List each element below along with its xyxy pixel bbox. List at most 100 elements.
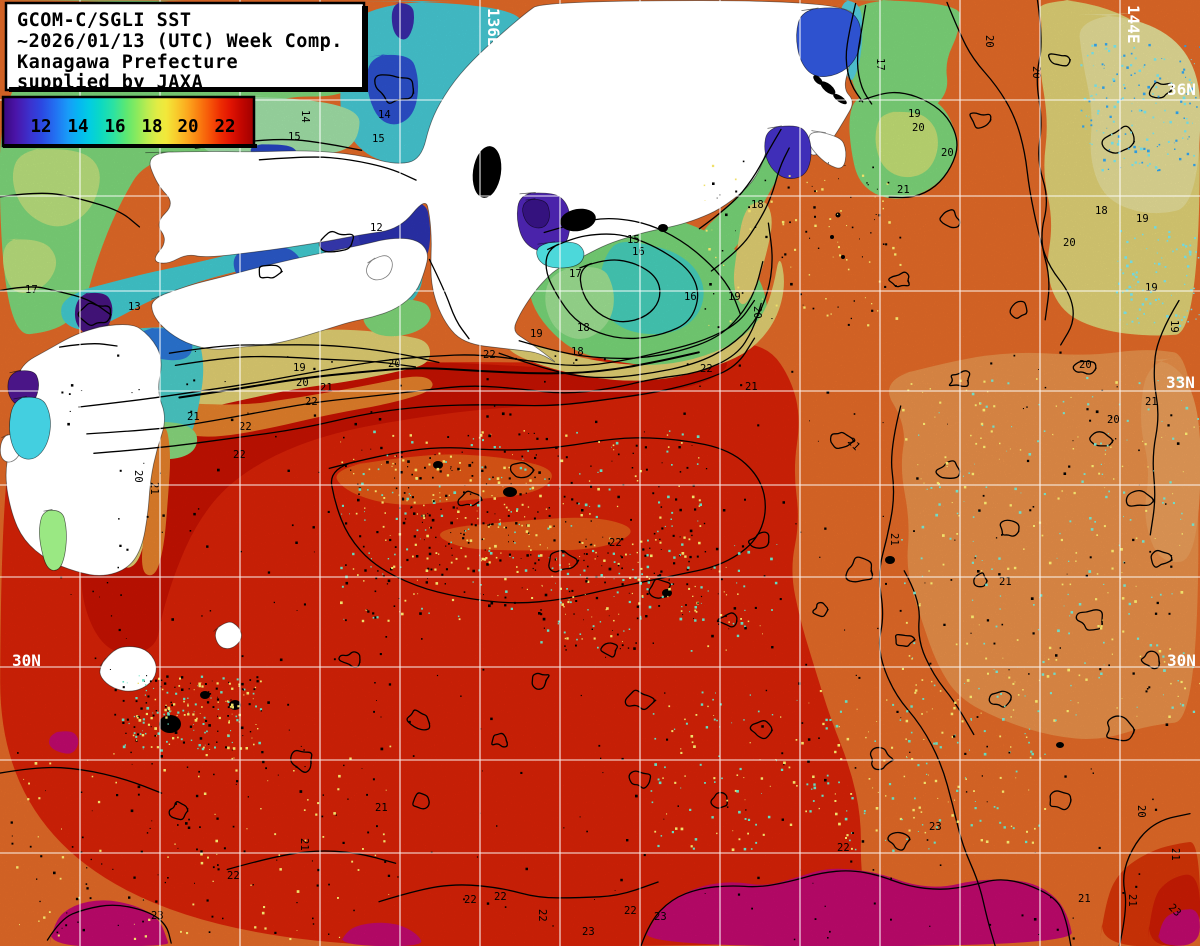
speckle — [485, 483, 488, 485]
speckle — [682, 614, 684, 616]
speckle — [993, 806, 996, 808]
speckle — [1122, 272, 1125, 275]
speckle — [155, 900, 158, 903]
speckle — [999, 595, 1002, 597]
speckle — [97, 800, 101, 804]
speckle — [901, 667, 904, 670]
speckle — [1002, 718, 1005, 721]
speckle — [459, 462, 461, 464]
speckle — [720, 614, 723, 617]
speckle — [1123, 157, 1125, 159]
speckle — [238, 685, 240, 687]
speckle — [467, 434, 470, 437]
speckle — [117, 924, 119, 926]
speckle — [597, 555, 599, 557]
speckle — [513, 601, 516, 604]
speckle — [646, 565, 650, 569]
speckle — [386, 454, 389, 457]
contour-line — [518, 260, 764, 360]
speckle — [763, 575, 766, 577]
speckle — [1041, 673, 1045, 676]
speckle — [825, 727, 828, 730]
speckle — [691, 534, 693, 537]
speckle — [937, 797, 939, 799]
speckle — [899, 236, 902, 239]
speckle — [1163, 669, 1166, 672]
speckle — [457, 467, 460, 471]
speckle — [882, 422, 884, 424]
speckle — [423, 504, 425, 507]
speckle — [529, 479, 532, 482]
contour-label-21: 21 — [1145, 396, 1158, 408]
speckle — [618, 572, 621, 575]
speckle — [209, 749, 211, 750]
speckle — [1092, 772, 1094, 774]
speckle — [991, 379, 994, 382]
speckle — [931, 708, 933, 710]
speckle — [333, 658, 336, 661]
speckle — [1181, 319, 1183, 321]
speckle — [509, 413, 512, 416]
speckle — [1143, 147, 1146, 150]
speckle — [157, 732, 160, 735]
speckle — [643, 854, 646, 857]
speckle — [217, 715, 218, 717]
speckle — [353, 473, 355, 475]
speckle — [1184, 687, 1186, 690]
speckle — [214, 813, 216, 815]
speckle — [468, 464, 472, 467]
speckle — [149, 680, 152, 683]
speckle — [279, 868, 282, 871]
speckle — [142, 746, 145, 749]
speckle — [652, 713, 655, 715]
speckle — [487, 524, 489, 526]
speckle — [238, 721, 240, 723]
speckle — [421, 638, 423, 640]
speckle — [37, 836, 39, 838]
speckle — [579, 574, 581, 576]
speckle — [1085, 115, 1087, 117]
speckle — [1094, 84, 1097, 87]
speckle — [903, 775, 906, 778]
speckle — [1154, 80, 1157, 83]
speckle — [532, 567, 534, 570]
contour-line — [178, 351, 700, 399]
speckle — [499, 559, 502, 562]
speckle — [451, 554, 453, 556]
speckle — [1181, 400, 1182, 401]
speckle — [950, 712, 954, 716]
contour-label-19: 19 — [908, 108, 921, 120]
speckle — [499, 519, 501, 521]
speckle — [974, 801, 976, 802]
speckle — [620, 878, 623, 882]
speckle — [496, 477, 500, 480]
speckle — [260, 710, 262, 712]
speckle — [1085, 574, 1088, 578]
speckle — [227, 706, 230, 709]
speckle — [256, 676, 259, 679]
speckle — [531, 597, 534, 599]
speckle — [1053, 719, 1056, 722]
speckle — [131, 763, 133, 765]
speckle — [631, 467, 634, 469]
speckle — [982, 408, 986, 412]
speckle — [923, 781, 926, 784]
speckle — [660, 570, 663, 573]
contour-line — [226, 850, 397, 871]
speckle — [935, 513, 938, 517]
speckle — [1068, 632, 1070, 635]
speckle — [1147, 466, 1149, 468]
speckle — [1178, 324, 1182, 328]
speckle — [451, 470, 453, 471]
speckle — [764, 179, 767, 182]
speckle — [207, 856, 209, 859]
contour-ring — [988, 690, 1012, 708]
speckle — [1149, 550, 1152, 553]
contour-label-21: 21 — [1078, 893, 1091, 905]
speckle — [186, 383, 189, 386]
speckle — [539, 494, 542, 498]
speckle — [206, 899, 209, 902]
speckle — [150, 746, 153, 748]
contour-ring — [1075, 609, 1104, 631]
speckle — [970, 719, 972, 721]
